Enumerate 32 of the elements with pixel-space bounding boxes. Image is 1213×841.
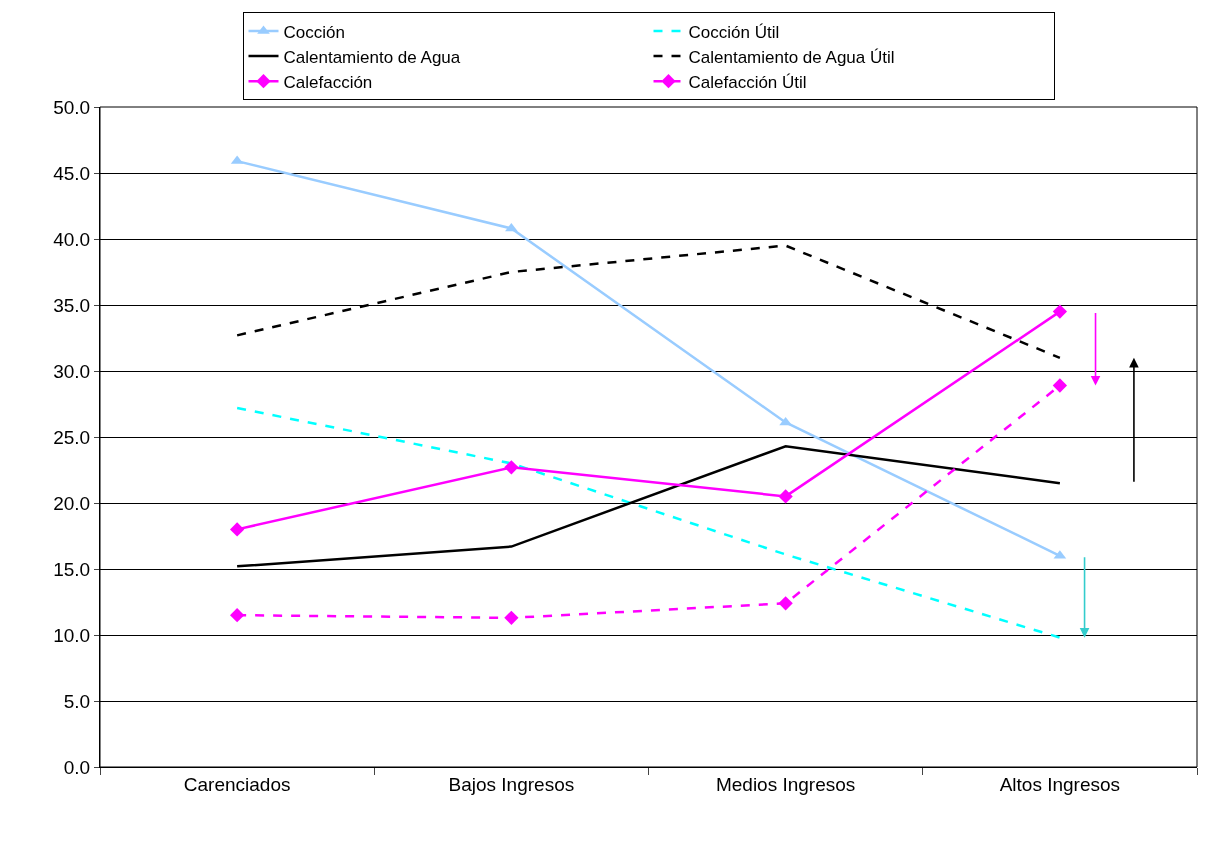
point <box>229 522 245 537</box>
point <box>505 222 518 232</box>
x-tick-label: Altos Ingresos <box>999 773 1121 795</box>
point <box>1052 304 1068 319</box>
legend-label: Cocción Útil <box>688 22 780 42</box>
legend-label: Cocción <box>283 22 345 42</box>
point <box>778 489 793 504</box>
y-tick-label: 25.0 <box>53 426 91 448</box>
legend-label: Calentamiento de Agua Útil <box>688 47 895 67</box>
y-tick-label: 5.0 <box>63 690 91 712</box>
point <box>504 610 519 625</box>
y-tick-label: 10.0 <box>53 624 91 646</box>
y-tick-label: 40.0 <box>53 228 91 250</box>
x-tick-label: Medios Ingresos <box>715 773 856 795</box>
y-tick-label: 20.0 <box>53 492 91 514</box>
x-tick-label: Bajos Ingresos <box>448 773 575 795</box>
point <box>229 608 245 623</box>
x-tick-label: Carenciados <box>183 773 291 795</box>
y-tick-label: 35.0 <box>53 294 91 316</box>
point <box>778 596 793 611</box>
legend-label: Calentamiento de Agua <box>283 47 461 67</box>
point <box>1052 378 1068 393</box>
line-series <box>235 406 1062 639</box>
y-tick-label: 15.0 <box>53 558 91 580</box>
legend-label: Calefacción Útil <box>688 72 807 92</box>
point <box>779 416 792 426</box>
y-tick-label: 0.0 <box>63 756 91 778</box>
y-tick-label: 30.0 <box>53 360 91 382</box>
y-tick-label: 50.0 <box>53 96 91 118</box>
legend-label: Calefacción <box>283 72 373 92</box>
y-tick-label: 45.0 <box>53 162 91 184</box>
point <box>504 460 519 475</box>
